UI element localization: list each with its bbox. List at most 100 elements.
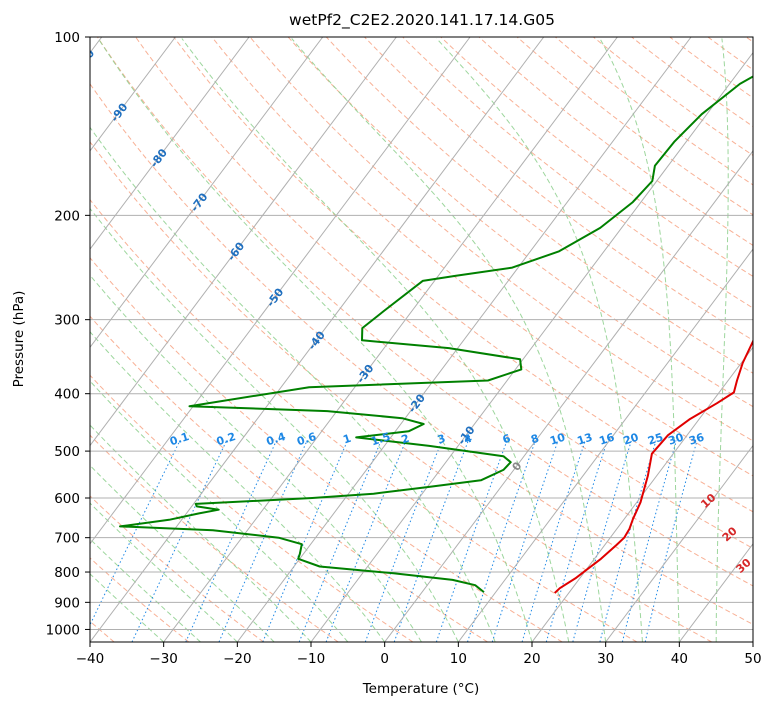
mixing-ratio-label: 25: [646, 431, 665, 448]
x-tick-label: −20: [223, 651, 252, 667]
mixing-ratio-label: 1: [341, 432, 352, 447]
isotherm: [236, 37, 692, 642]
isotherm-label: -30: [354, 362, 377, 386]
mixing-ratio-label: 1.5: [369, 430, 392, 448]
isotherm: [605, 444, 753, 642]
y-tick-label: 200: [54, 208, 80, 224]
dry-adiabat: [593, 37, 753, 157]
y-tick-label: 300: [54, 313, 80, 329]
y-axis-ticks: 100 200 300 400 500 600 700 800 900 1000: [46, 30, 90, 638]
dry-adiabat-label: 10: [698, 491, 718, 511]
y-tick-label: 600: [54, 491, 80, 507]
x-tick-label: −10: [297, 651, 326, 667]
moist-adiabat: [90, 331, 386, 642]
dry-adiabat: [249, 37, 753, 442]
mixing-ratio-line: [185, 440, 277, 642]
dry-adiabat: [90, 257, 563, 642]
isotherm: [457, 248, 753, 642]
mixing-ratio-label: 6: [501, 432, 513, 447]
mixing-ratio-label: 36: [687, 431, 706, 448]
isotherm: [90, 37, 176, 152]
moist-adiabat: [436, 38, 643, 642]
moist-adiabat: [715, 38, 729, 642]
dry-adiabat: [478, 37, 753, 246]
dry-adiabat: [90, 198, 638, 642]
isotherm: [90, 37, 324, 349]
x-tick-label: 10: [450, 651, 467, 667]
x-tick-label: 50: [744, 651, 761, 667]
dry-adiabat: [440, 37, 753, 278]
dry-adiabat: [90, 374, 414, 642]
y-tick-label: 1000: [46, 622, 80, 638]
dry-adiabat: [554, 37, 753, 186]
sounding-traces: [119, 75, 753, 594]
moist-adiabat: [90, 274, 422, 642]
mixing-ratio-label: 0.4: [265, 430, 288, 448]
isotherm: [90, 37, 250, 250]
moist-adiabat: [90, 380, 349, 642]
isotherm-label: -80: [148, 146, 171, 170]
moist-adiabat: [90, 464, 275, 642]
mixing-ratio-line: [393, 440, 469, 642]
mixing-ratio-line: [364, 440, 443, 642]
x-tick-label: 40: [671, 651, 688, 667]
mixing-ratio-line: [218, 440, 308, 642]
isotherm-label: -100: [70, 47, 97, 77]
isotherm: [90, 37, 397, 447]
y-tick-label: 800: [54, 565, 80, 581]
mixing-ratio-line: [644, 440, 698, 642]
dry-adiabat: [402, 37, 753, 309]
x-tick-label: 20: [523, 651, 540, 667]
mixing-ratio-line: [521, 440, 586, 642]
x-tick-label: −40: [76, 651, 105, 667]
mixing-ratio-line: [467, 440, 536, 642]
moist-adiabat: [90, 538, 201, 642]
isotherm-label: -60: [225, 239, 248, 263]
reference-line-labels: -100-90-80-70-60-50-40-30-20-1000.1 0.2 0.…: [70, 47, 753, 604]
mixing-ratio-line: [131, 440, 228, 642]
mixing-ratio-line: [599, 440, 657, 642]
dewpoint-trace: [119, 75, 753, 593]
mixing-ratio-line: [262, 440, 348, 642]
mixing-ratio-label: 20: [622, 431, 641, 448]
isotherm-label: -90: [108, 100, 131, 124]
temperature-trace: [554, 339, 753, 594]
isotherm-label: -40: [305, 328, 328, 352]
isotherm: [163, 37, 618, 642]
isotherm: [310, 51, 753, 642]
moist-adiabat: [90, 126, 496, 642]
dry-adiabat: [135, 37, 753, 549]
dry-adiabat: [325, 37, 753, 374]
isotherm: [90, 37, 471, 545]
isotherm: [384, 150, 753, 642]
isotherm: [752, 641, 753, 642]
mixing-ratio-label: 0.6: [295, 430, 318, 448]
moist-adiabat: [291, 38, 607, 642]
mixing-ratio-label: 0.1: [168, 430, 191, 448]
dry-adiabat: [707, 37, 753, 71]
mixing-ratio-label: 3: [436, 432, 447, 447]
mixing-ratio-label: 4: [462, 432, 474, 447]
dry-adiabat: [745, 37, 753, 43]
background-lines: [90, 37, 753, 642]
dry-adiabat: [90, 495, 264, 642]
mixing-ratio-line: [545, 440, 608, 642]
moist-adiabat: [599, 38, 680, 642]
mixing-ratio-line: [572, 440, 632, 642]
moist-adiabat: [181, 38, 570, 642]
dry-adiabat: [287, 37, 753, 408]
moist-adiabat: [97, 38, 533, 642]
isobar-gridlines: [90, 37, 753, 630]
dry-adiabat-label: 20: [720, 524, 740, 544]
mixing-ratio-label: 10: [548, 431, 567, 448]
mixing-ratio-label: 16: [598, 431, 617, 448]
x-axis-ticks: −40 −30 −20 −10 0 10 20 30 40 50: [76, 642, 762, 667]
mixing-ratio-line: [491, 440, 559, 642]
mixing-ratio-label: 0.2: [215, 430, 238, 448]
y-tick-label: 400: [54, 387, 80, 403]
y-tick-label: 100: [54, 30, 80, 46]
moist-adiabat: [90, 424, 312, 642]
x-axis-label: Temperature (°C): [362, 681, 480, 697]
dry-adiabat: [516, 37, 753, 216]
